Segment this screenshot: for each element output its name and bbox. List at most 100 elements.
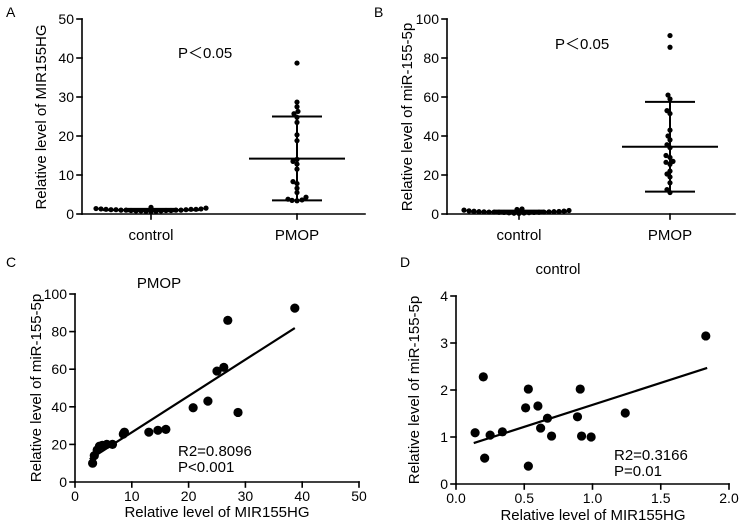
category-label: control — [496, 227, 541, 244]
y-tick-label: 60 — [51, 361, 67, 377]
y-tick-label: 40 — [51, 399, 67, 415]
data-point — [586, 432, 596, 442]
data-point — [521, 403, 531, 413]
y-axis-label: Relative level of miR-155-5p — [28, 294, 45, 482]
data-point — [667, 96, 673, 102]
y-tick-label: 80 — [423, 50, 439, 66]
r-squared-annotation: R2=0.3166 — [614, 447, 688, 464]
data-point — [480, 453, 490, 463]
y-tick-label: 20 — [58, 128, 74, 144]
y-tick-label: 100 — [416, 11, 440, 27]
data-point — [663, 159, 669, 165]
data-point — [667, 32, 673, 39]
data-point — [546, 431, 557, 441]
data-point — [203, 396, 213, 406]
x-tick-label: 0.0 — [446, 490, 466, 506]
x-tick-label: 40 — [294, 488, 310, 504]
data-point — [291, 111, 297, 117]
r-squared-annotation: R2=0.8096 — [178, 443, 252, 460]
panel-letter: B — [374, 4, 383, 20]
x-tick-label: 50 — [351, 488, 367, 504]
y-tick-label: 1 — [440, 429, 448, 445]
data-point — [212, 366, 222, 376]
data-point — [294, 60, 300, 66]
data-point — [566, 207, 572, 214]
data-point — [478, 372, 488, 382]
data-point — [233, 407, 243, 418]
y-tick-label: 60 — [423, 89, 439, 105]
y-tick-label: 40 — [58, 50, 74, 66]
x-tick-label: 0 — [71, 488, 79, 504]
panel-letter: A — [6, 4, 16, 20]
data-point — [144, 427, 154, 437]
panel-a: A P＜0.05 Relative level of MIR155HG 0 10 2… — [6, 4, 366, 244]
p-value-annotation: P＜0.05 — [178, 45, 232, 62]
y-tick-label: 2 — [440, 382, 448, 398]
data-point — [523, 384, 533, 394]
data-point — [576, 431, 587, 441]
data-point — [188, 403, 198, 413]
y-tick-label: 100 — [44, 286, 68, 302]
x-tick-label: 10 — [124, 488, 140, 504]
y-axis-label: Relative level of MIR155HG — [33, 24, 50, 209]
y-tick-label: 30 — [58, 89, 74, 105]
y-tick-label: 3 — [440, 335, 448, 351]
x-tick-label: 20 — [181, 488, 197, 504]
y-tick-label: 4 — [440, 288, 448, 304]
panel-b: B P＜0.05 Relative level of miR-155-5p 0 2… — [374, 4, 736, 244]
y-tick-label: 80 — [51, 324, 67, 340]
p-value-annotation: P＜0.05 — [555, 36, 609, 53]
data-point — [533, 401, 543, 411]
data-point — [290, 179, 296, 185]
data-point — [303, 194, 309, 200]
data-point — [219, 362, 229, 372]
data-point — [88, 458, 98, 468]
x-tick-label: 1.0 — [583, 490, 603, 506]
panel-letter: C — [6, 254, 16, 270]
x-tick-label: 30 — [238, 488, 254, 504]
p-value-annotation: P=0.01 — [614, 463, 662, 480]
data-point — [223, 315, 233, 325]
data-point — [470, 428, 480, 438]
y-axis-label: Relative level of miR-155-5p — [399, 23, 416, 211]
data-point — [198, 206, 204, 212]
x-tick-label: 1.5 — [651, 490, 671, 506]
data-point — [107, 439, 118, 449]
y-tick-label: 20 — [51, 436, 67, 452]
data-point — [466, 208, 472, 214]
x-axis-label: Relative level of MIR155HG — [500, 507, 685, 524]
data-point — [119, 427, 130, 437]
data-point — [461, 207, 467, 213]
data-point — [93, 205, 99, 212]
data-point — [294, 99, 300, 105]
plot-area: 0 1 2 3 4 0.0 0.5 1.0 1.5 2.0 — [440, 288, 739, 506]
data-point — [290, 158, 296, 164]
p-value-annotation: P<0.001 — [178, 459, 234, 476]
y-tick-label: 0 — [59, 474, 67, 490]
plot-area: 0 20 40 60 80 100 control PMOP — [416, 11, 736, 244]
y-tick-label: 0 — [431, 206, 439, 222]
data-point — [536, 423, 546, 433]
category-label: PMOP — [275, 227, 319, 244]
data-point — [572, 412, 583, 422]
panel-letter: D — [400, 254, 410, 270]
data-point — [98, 206, 104, 212]
data-point — [575, 384, 585, 394]
y-tick-label: 50 — [58, 11, 74, 27]
data-point — [620, 408, 630, 418]
data-point — [663, 152, 669, 159]
y-tick-label: 10 — [58, 167, 74, 183]
chart-title: control — [535, 261, 580, 278]
data-point — [295, 108, 301, 115]
regression-line — [473, 366, 708, 445]
data-point — [294, 104, 300, 110]
y-tick-label: 20 — [423, 167, 439, 183]
data-point — [542, 413, 553, 423]
y-tick-label: 0 — [66, 206, 74, 222]
y-axis-label: Relative level of miR-155-5p — [406, 296, 423, 484]
data-point — [485, 430, 495, 440]
data-point — [161, 424, 171, 434]
data-point — [523, 461, 533, 471]
data-point — [290, 303, 300, 313]
